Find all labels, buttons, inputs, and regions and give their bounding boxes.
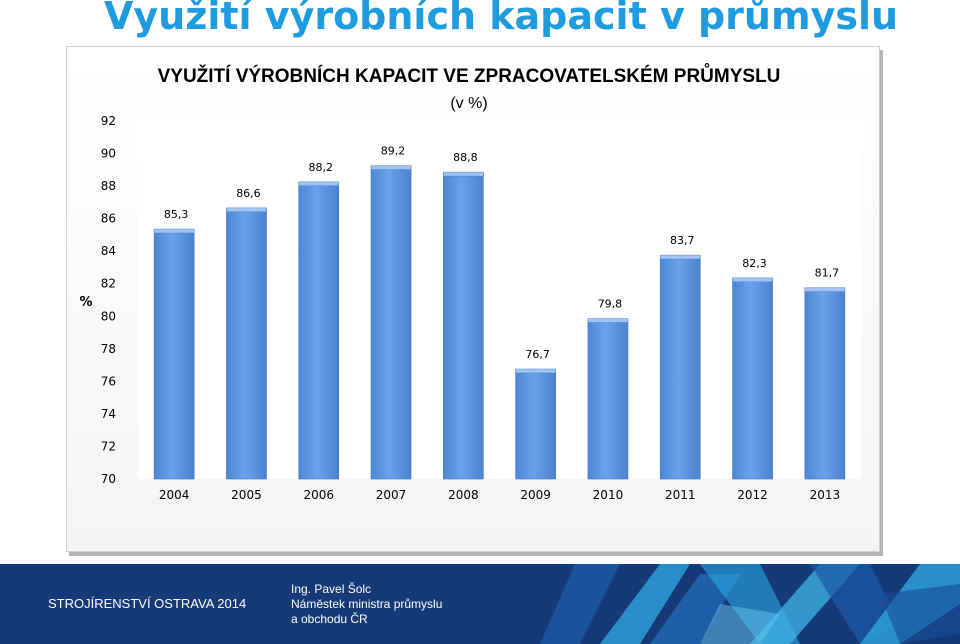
- presenter-role-line1: Náměstek ministra průmyslu: [291, 597, 443, 611]
- x-tick-2009: 2009: [520, 488, 551, 502]
- bar-2011: [659, 255, 701, 480]
- chart-title: VYUŽITÍ VÝROBNÍCH KAPACIT VE ZPRACOVATEL…: [158, 64, 781, 87]
- y-tick-88: 88: [101, 179, 116, 193]
- value-label-2013: 81,7: [815, 267, 840, 280]
- bar-2006: [298, 182, 340, 480]
- y-tick-78: 78: [101, 342, 116, 356]
- y-tick-84: 84: [101, 244, 116, 258]
- bar-top-2007: [370, 165, 412, 170]
- bar-top-2013: [804, 287, 846, 292]
- bar-2008: [443, 172, 484, 480]
- bar-2012: [732, 278, 773, 480]
- bar-2004: [153, 229, 195, 480]
- footer-event: STROJÍRENSTVÍ OSTRAVA 2014: [48, 596, 247, 611]
- y-tick-74: 74: [101, 407, 116, 421]
- value-label-2008: 88,8: [453, 151, 478, 164]
- value-label-2007: 89,2: [381, 145, 406, 158]
- data-labels: 85,3 86,6 88,2 89,2 88,8 76,7 79,8 83,7 82,3 81,7: [164, 145, 839, 361]
- y-tick-76: 76: [101, 374, 116, 388]
- slide-title: Využití výrobních kapacit v průmyslu: [104, 0, 899, 38]
- value-label-2006: 88,2: [309, 161, 334, 174]
- value-label-2009: 76,7: [525, 348, 550, 361]
- x-tick-2008: 2008: [448, 488, 479, 502]
- chart-container: VYUŽITÍ VÝROBNÍCH KAPACIT VE ZPRACOVATEL…: [66, 46, 880, 552]
- bar-2010: [587, 319, 629, 480]
- footer: STROJÍRENSTVÍ OSTRAVA 2014 Ing. Pavel Šo…: [0, 564, 960, 644]
- bar-2005: [226, 208, 267, 480]
- bar-top-2004: [153, 228, 195, 234]
- x-tick-2005: 2005: [231, 488, 262, 502]
- value-label-2012: 82,3: [742, 257, 767, 270]
- y-axis-ticks: 70 72 74 76 78 80 82 84 86 88 90 92: [101, 114, 116, 486]
- bar-top-2006: [298, 181, 339, 187]
- value-label-2005: 86,6: [236, 187, 261, 200]
- x-tick-2007: 2007: [376, 488, 407, 502]
- y-tick-72: 72: [101, 439, 116, 453]
- presenter-name: Ing. Pavel Šolc: [291, 582, 372, 596]
- bar-top-2010: [587, 318, 629, 323]
- y-tick-80: 80: [101, 309, 116, 323]
- bar-top-2005: [226, 207, 267, 213]
- x-tick-2004: 2004: [159, 488, 190, 502]
- x-tick-2010: 2010: [593, 488, 624, 502]
- bar-2007: [370, 166, 412, 480]
- value-label-2004: 85,3: [164, 208, 189, 221]
- x-axis-ticks: 2004 2005 2006 2007 2008 2009 2010 2011 2012 2013: [159, 488, 840, 502]
- x-tick-2013: 2013: [810, 488, 841, 502]
- y-tick-92: 92: [101, 114, 116, 128]
- bar-top-2012: [732, 277, 773, 283]
- presenter-role-line2: a obchodu ČR: [291, 612, 368, 626]
- bar-2009: [515, 369, 556, 480]
- bar-series: [153, 165, 846, 480]
- bar-chart: VYUŽITÍ VÝROBNÍCH KAPACIT VE ZPRACOVATEL…: [79, 64, 861, 502]
- value-label-2010: 79,8: [598, 298, 623, 311]
- y-tick-86: 86: [101, 212, 116, 226]
- footer-presenter: Ing. Pavel Šolc Náměstek ministra průmys…: [291, 582, 442, 627]
- x-tick-2011: 2011: [665, 488, 696, 502]
- bar-top-2009: [515, 368, 556, 374]
- value-label-2011: 83,7: [670, 234, 695, 247]
- bar-2013: [804, 288, 846, 480]
- bar-top-2011: [660, 254, 701, 260]
- y-tick-90: 90: [101, 147, 116, 161]
- x-tick-2006: 2006: [303, 488, 334, 502]
- x-tick-2012: 2012: [737, 488, 768, 502]
- y-tick-82: 82: [101, 277, 116, 291]
- bar-top-2008: [443, 171, 484, 177]
- y-tick-70: 70: [101, 472, 116, 486]
- y-axis-label: %: [79, 295, 92, 310]
- decorative-stripes: [540, 564, 960, 644]
- chart-subtitle: (v %): [450, 95, 487, 112]
